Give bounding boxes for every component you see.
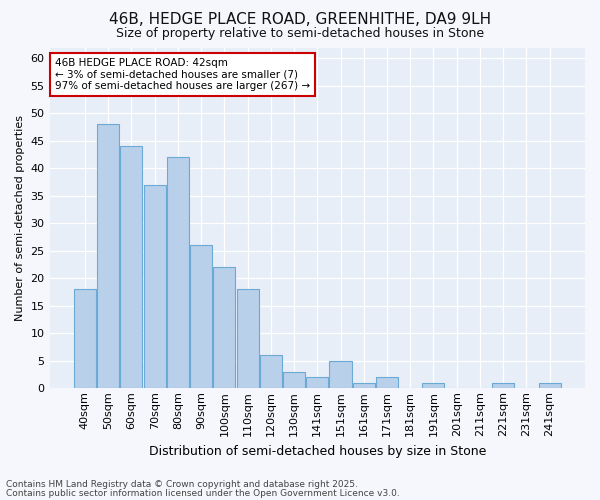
Bar (539, 383, 560, 388)
Text: 46B HEDGE PLACE ROAD: 42sqm
← 3% of semi-detached houses are smaller (7)
97% of : 46B HEDGE PLACE ROAD: 42sqm ← 3% of semi… (55, 58, 310, 91)
Text: Size of property relative to semi-detached houses in Stone: Size of property relative to semi-detach… (116, 28, 484, 40)
Bar (492, 383, 514, 388)
Bar (260, 356, 282, 388)
Bar (97, 124, 119, 388)
Text: Contains public sector information licensed under the Open Government Licence v3: Contains public sector information licen… (6, 490, 400, 498)
Bar (422, 383, 445, 388)
Bar (376, 378, 398, 388)
Text: Contains HM Land Registry data © Crown copyright and database right 2025.: Contains HM Land Registry data © Crown c… (6, 480, 358, 489)
Bar (353, 383, 375, 388)
Bar (236, 290, 259, 388)
Bar (167, 158, 189, 388)
Bar (213, 268, 235, 388)
Bar (306, 378, 328, 388)
X-axis label: Distribution of semi-detached houses by size in Stone: Distribution of semi-detached houses by … (149, 444, 486, 458)
Bar (190, 246, 212, 388)
Bar (143, 185, 166, 388)
Bar (283, 372, 305, 388)
Bar (121, 146, 142, 388)
Text: 46B, HEDGE PLACE ROAD, GREENHITHE, DA9 9LH: 46B, HEDGE PLACE ROAD, GREENHITHE, DA9 9… (109, 12, 491, 28)
Bar (74, 290, 96, 388)
Bar (329, 361, 352, 388)
Y-axis label: Number of semi-detached properties: Number of semi-detached properties (15, 115, 25, 321)
